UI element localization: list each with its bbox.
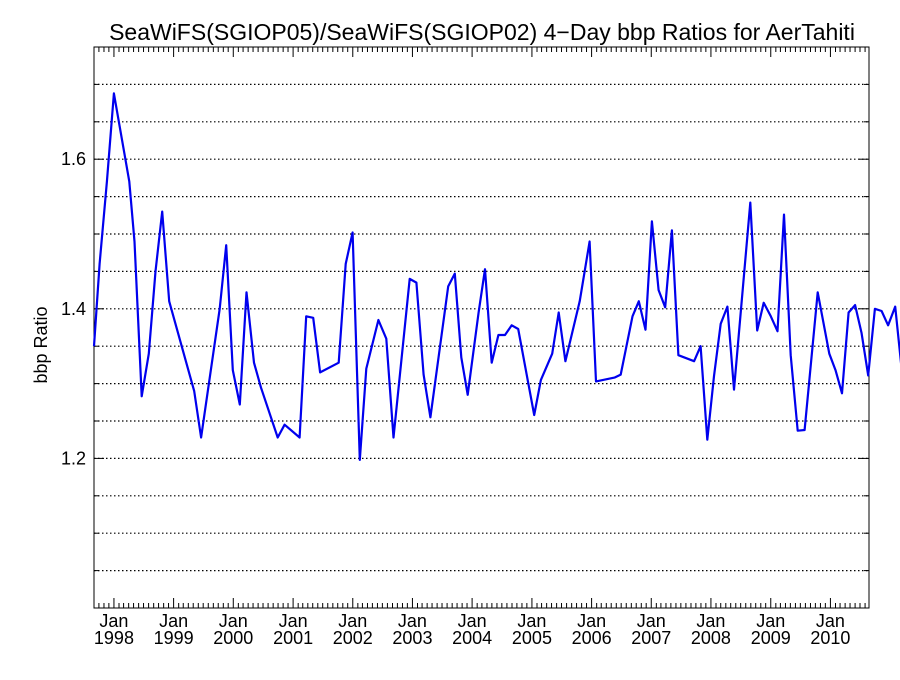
x-tick-label-year: 2001: [273, 628, 313, 648]
x-tick-label-month: Jan: [458, 611, 487, 631]
y-axis-label: bbp Ratio: [31, 306, 51, 383]
x-tick-label-year: 2004: [452, 628, 492, 648]
x-tick-label-month: Jan: [398, 611, 427, 631]
x-tick-label-year: 2009: [751, 628, 791, 648]
y-tick-label: 1.2: [61, 448, 86, 468]
series-line: [92, 92, 900, 461]
x-tick-label-month: Jan: [279, 611, 308, 631]
x-tick-label-month: Jan: [517, 611, 546, 631]
axis-ticks: 1.21.41.6Jan1998Jan1999Jan2000Jan2001Jan…: [61, 47, 869, 648]
x-tick-label-year: 1999: [154, 628, 194, 648]
x-tick-label-month: Jan: [696, 611, 725, 631]
x-tick-label-year: 2008: [691, 628, 731, 648]
x-tick-label-year: 2002: [333, 628, 373, 648]
x-tick-label-month: Jan: [219, 611, 248, 631]
x-tick-label-year: 2000: [213, 628, 253, 648]
x-tick-label-month: Jan: [99, 611, 128, 631]
x-tick-label-month: Jan: [637, 611, 666, 631]
x-tick-label-year: 1998: [94, 628, 134, 648]
x-tick-label-month: Jan: [338, 611, 367, 631]
x-tick-label-year: 2006: [572, 628, 612, 648]
chart-title: SeaWiFS(SGIOP05)/SeaWiFS(SGIOP02) 4−Day …: [109, 19, 855, 45]
x-tick-label-year: 2010: [810, 628, 850, 648]
grid: [94, 83, 869, 572]
x-tick-label-year: 2003: [392, 628, 432, 648]
x-tick-label-month: Jan: [159, 611, 188, 631]
x-tick-label-year: 2007: [631, 628, 671, 648]
x-tick-label-month: Jan: [756, 611, 785, 631]
y-tick-label: 1.6: [61, 149, 86, 169]
y-tick-label: 1.4: [61, 299, 86, 319]
series-layer: [92, 92, 900, 461]
x-tick-label-year: 2005: [512, 628, 552, 648]
x-tick-label-month: Jan: [577, 611, 606, 631]
x-tick-label-month: Jan: [816, 611, 845, 631]
